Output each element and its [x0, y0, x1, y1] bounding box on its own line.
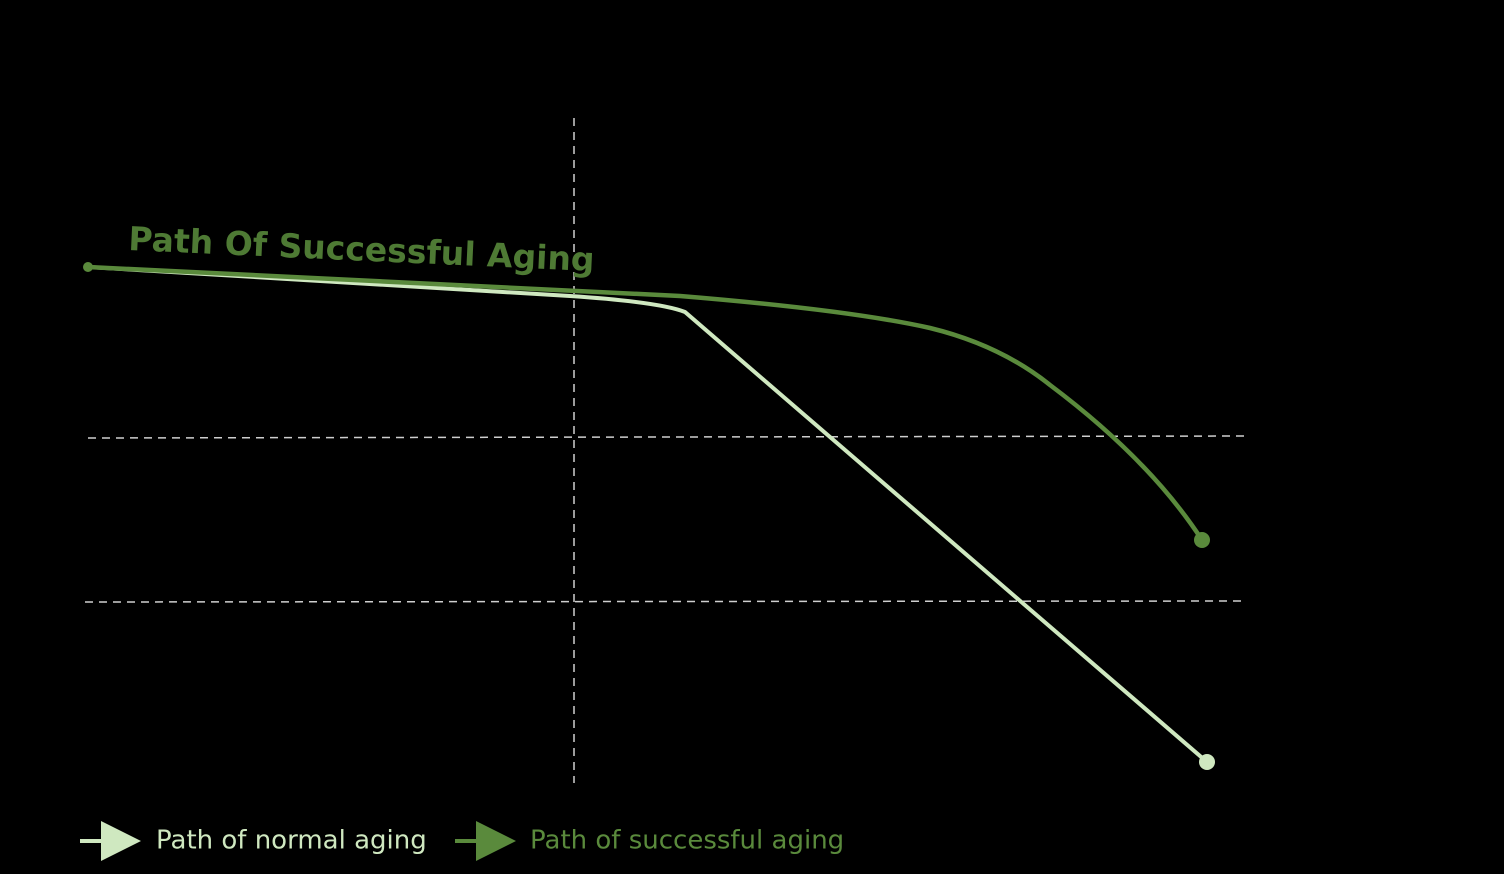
normal-aging-end: [1199, 754, 1215, 770]
legend-label: Path of successful aging: [530, 826, 844, 856]
threshold-lower: [84, 600, 1247, 603]
normal-aging-path: [87, 265, 1209, 764]
threshold-upper: [87, 435, 1247, 439]
legend-label: Path of normal aging: [156, 826, 427, 856]
start-point: [83, 262, 93, 272]
successful-aging-end: [1194, 532, 1210, 548]
successful-aging-path: [87, 264, 1204, 542]
